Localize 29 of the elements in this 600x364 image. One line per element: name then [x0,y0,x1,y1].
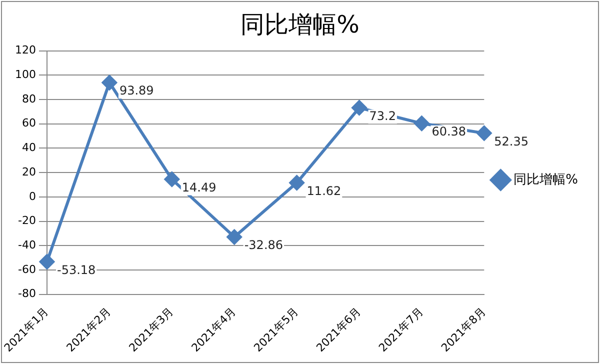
y-tick-label: -80 [18,287,36,300]
point [39,254,54,270]
chart-title: 同比增幅% [240,10,360,39]
point [164,172,180,187]
y-tick-label: 60 [22,116,36,130]
y-tick-label: -20 [18,214,36,228]
point [414,116,430,131]
point [289,175,304,190]
data-label: -53.18 [56,262,96,277]
point [352,100,367,116]
data-label: -32.86 [244,238,284,252]
y-tick-label: 100 [14,68,36,82]
point [476,126,492,141]
data-label: 52.35 [494,134,529,148]
y-tick-label: 80 [22,92,36,106]
data-label: 60.38 [432,124,466,139]
data-label: 93.89 [119,84,154,98]
legend-label: 同比增幅% [514,172,578,188]
data-label: 73.2 [369,108,396,123]
y-tick-label: -40 [18,238,36,252]
data-label: 11.62 [306,184,342,198]
y-tick-label: -60 [18,262,36,276]
y-tick-label: 0 [28,190,36,203]
y-tick-label: 120 [14,44,36,57]
point [226,229,242,244]
point [102,75,117,90]
y-tick-label: 20 [22,165,36,178]
data-label: 14.49 [182,180,216,194]
y-tick-label: 40 [22,141,36,154]
